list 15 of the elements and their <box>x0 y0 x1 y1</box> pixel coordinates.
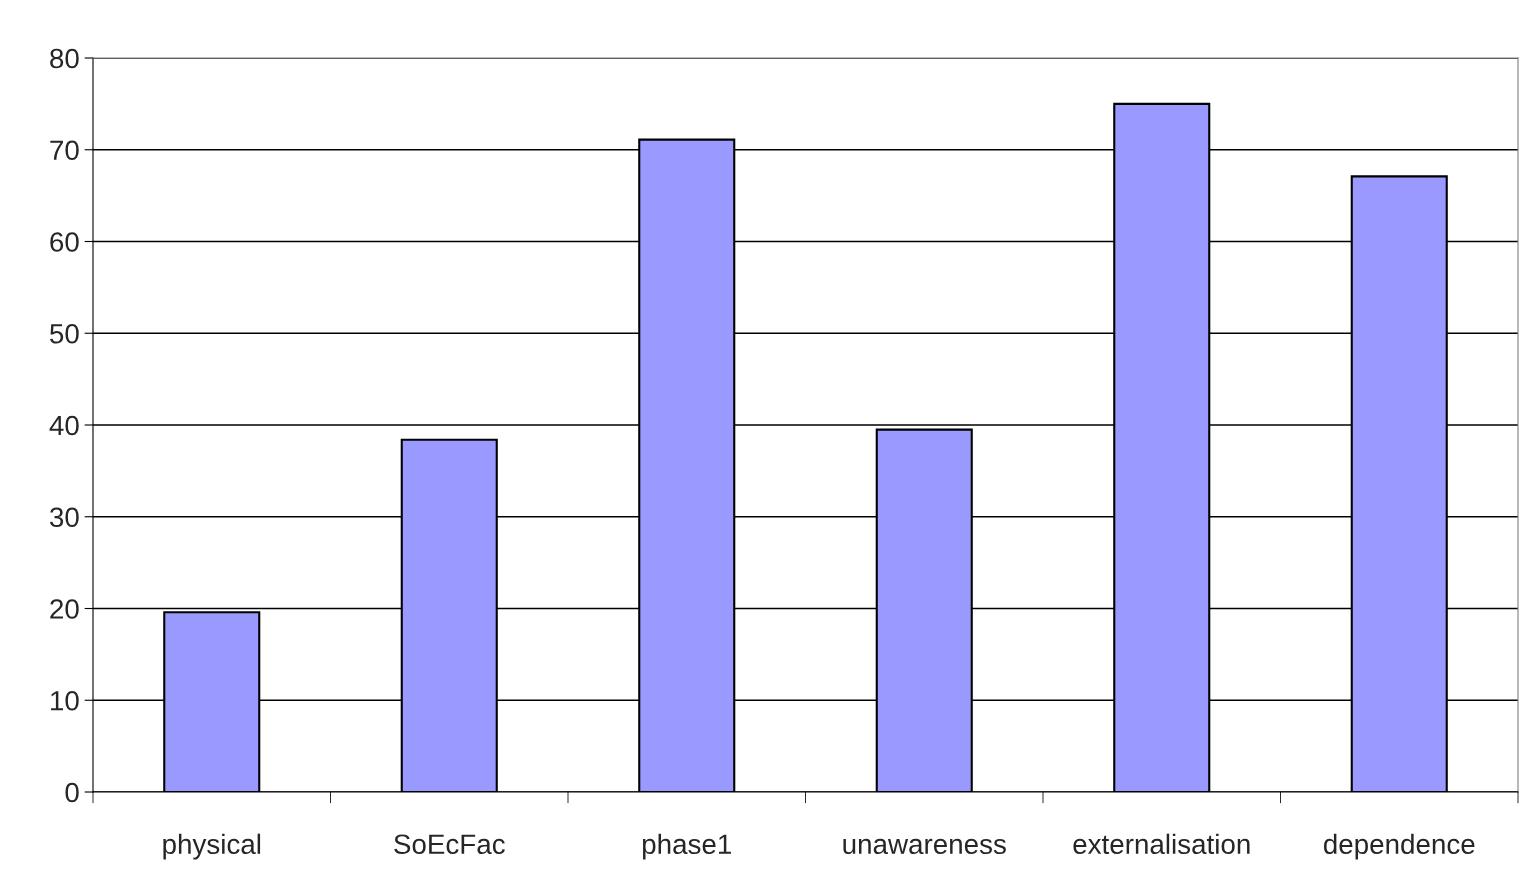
x-tick-label: physical <box>163 833 261 860</box>
y-tick-label: 10 <box>51 690 79 711</box>
x-tick-label: phase1 <box>642 833 731 860</box>
x-tick-label: externalisation <box>1073 833 1250 855</box>
y-tick-label: 0 <box>65 782 79 803</box>
y-tick-label: 70 <box>50 140 79 161</box>
y-tick-label: 50 <box>50 323 79 344</box>
y-tick-label: 30 <box>49 507 79 528</box>
x-tick-label: unawareness <box>843 838 1006 855</box>
y-tick-label: 40 <box>49 415 79 436</box>
x-tick-label: dependence <box>1323 833 1475 860</box>
x-tick-label: SoEcFac <box>394 834 505 855</box>
y-tick-label: 60 <box>50 232 79 252</box>
y-tick-label: 20 <box>50 599 79 619</box>
y-tick-label: 80 <box>50 48 79 69</box>
